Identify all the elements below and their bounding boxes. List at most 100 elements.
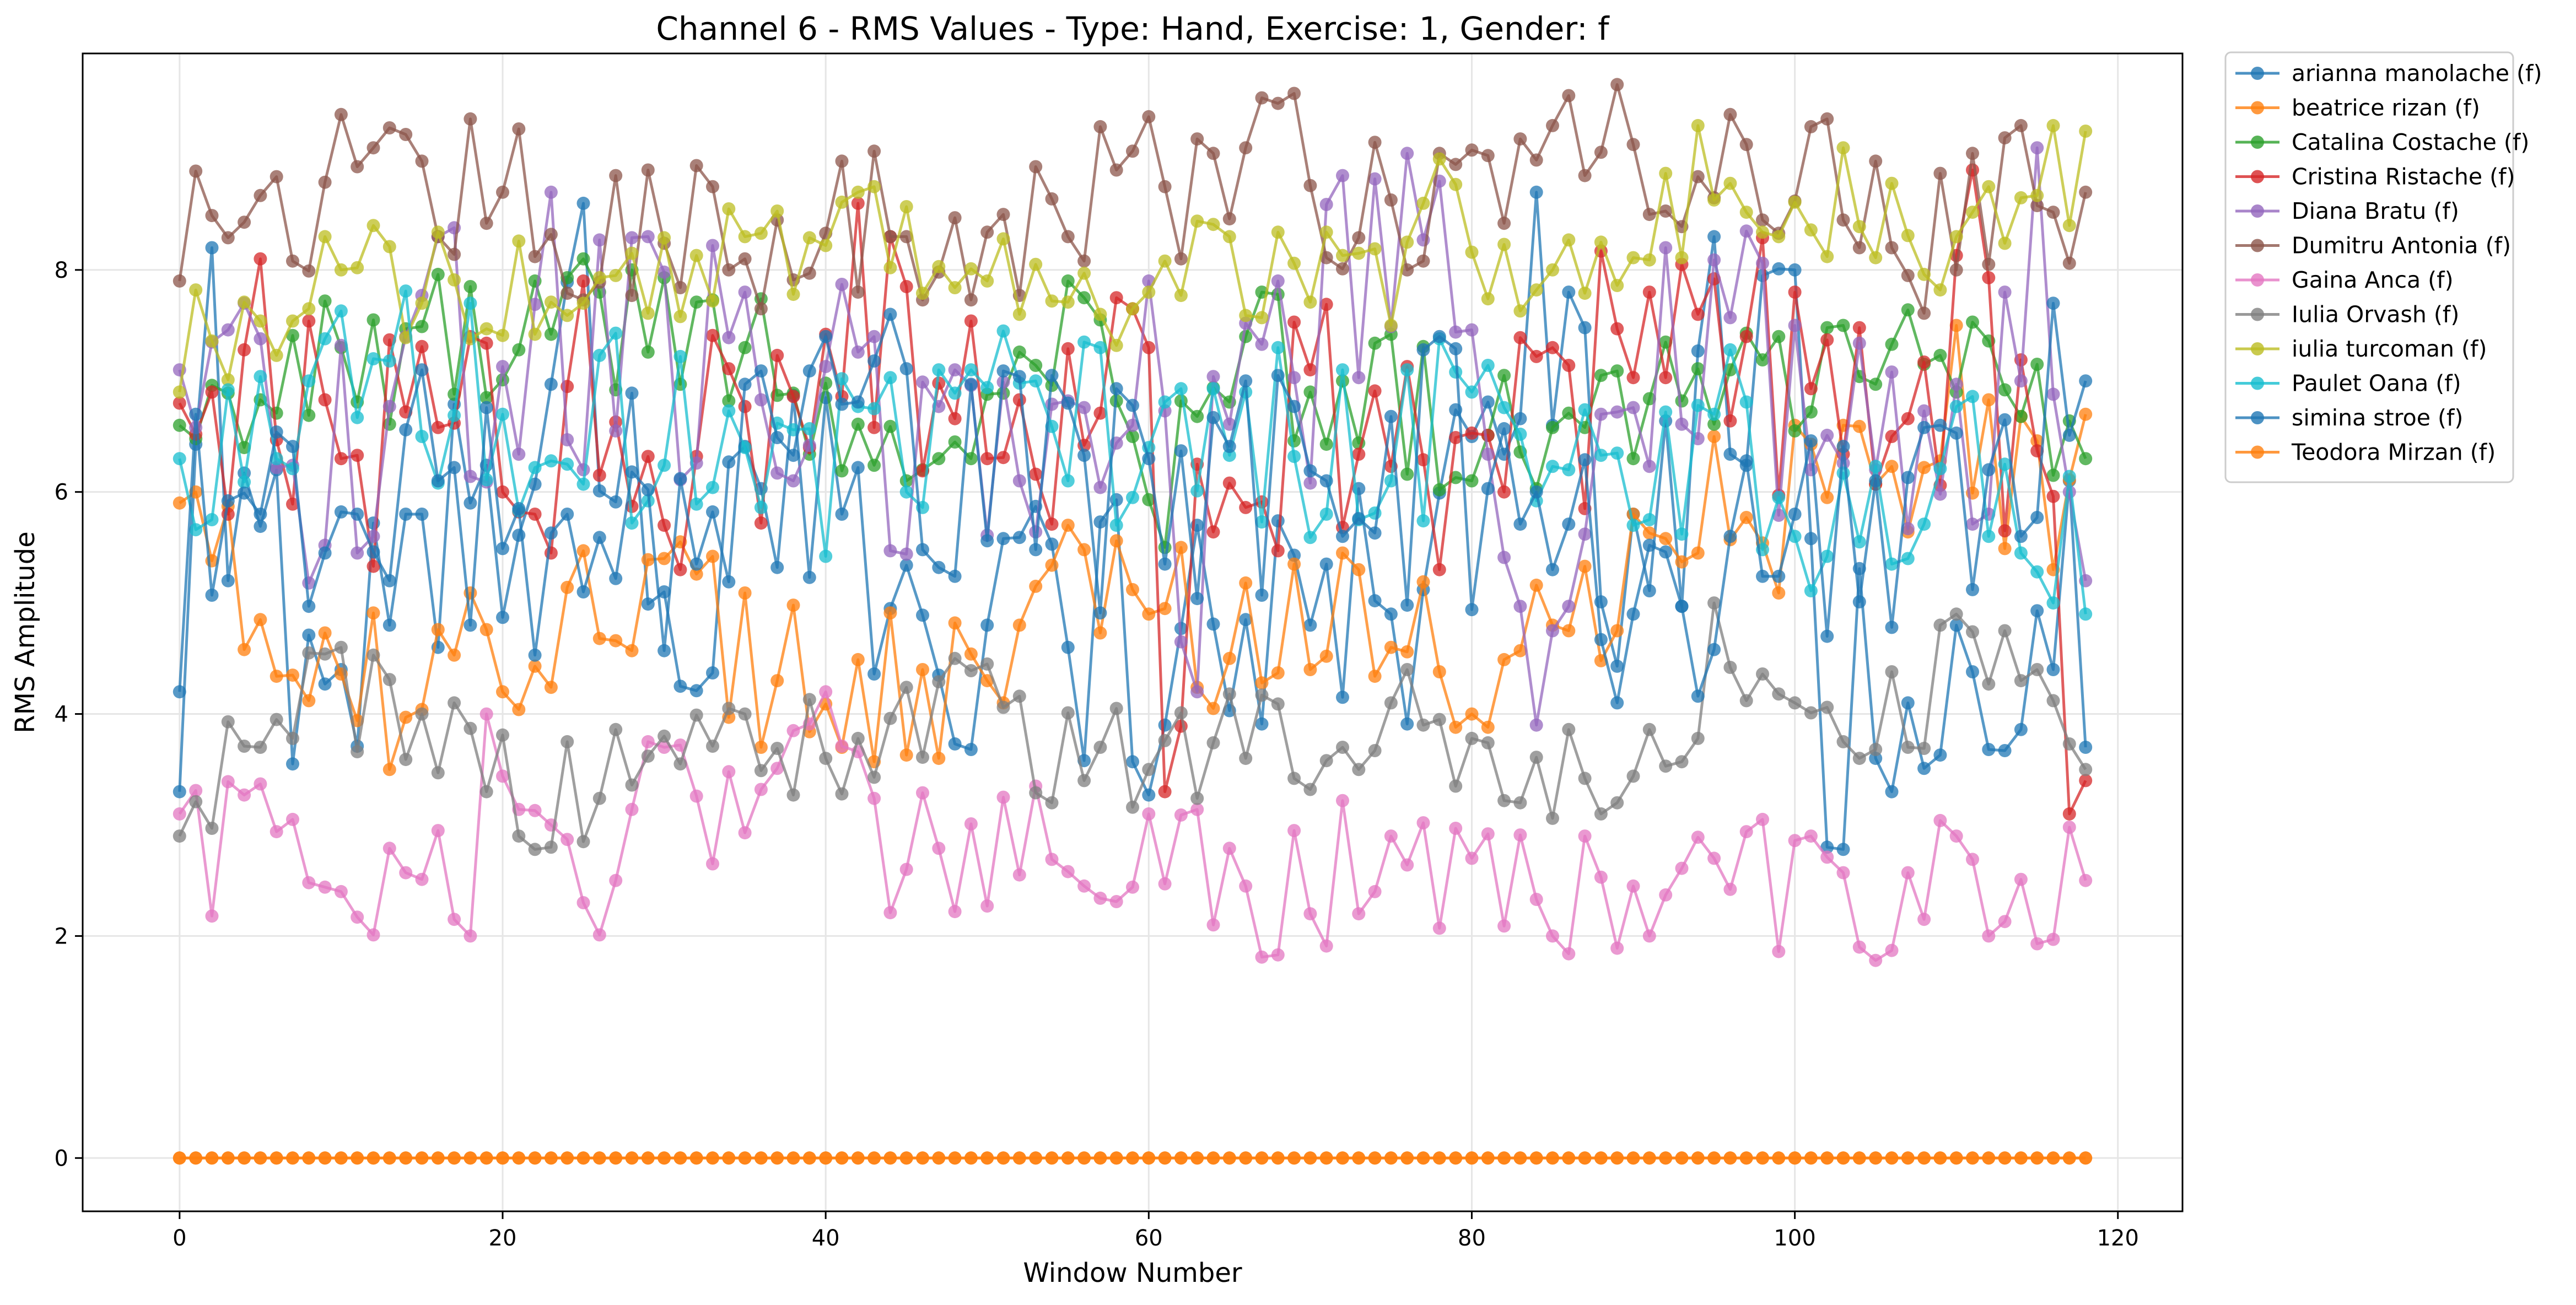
legend-label: Dumitru Antonia (f)	[2292, 233, 2511, 259]
data-point	[1772, 230, 1786, 244]
data-point	[1465, 707, 1479, 721]
data-point	[1061, 474, 1075, 488]
data-point	[1836, 319, 1850, 332]
data-point	[576, 544, 590, 558]
data-point	[1594, 407, 1608, 421]
x-tick-label: 0	[173, 1226, 186, 1251]
data-point	[334, 304, 348, 318]
data-point	[1142, 788, 1156, 802]
data-point	[916, 786, 929, 800]
legend-label: Gaina Anca (f)	[2292, 267, 2454, 293]
data-point	[1546, 420, 1559, 434]
data-point	[1239, 500, 1253, 514]
data-point	[932, 260, 946, 273]
data-point	[1255, 1151, 1269, 1165]
data-point	[1206, 525, 1220, 539]
data-point	[464, 496, 477, 510]
data-point	[948, 386, 962, 400]
data-point	[1352, 371, 1366, 385]
data-point	[1481, 720, 1495, 734]
data-point	[722, 702, 736, 715]
data-point	[1271, 96, 1285, 110]
data-point	[899, 748, 913, 762]
data-point	[932, 842, 946, 855]
data-point	[238, 295, 251, 309]
data-point	[2046, 468, 2060, 482]
data-point	[479, 473, 493, 487]
data-point	[835, 397, 849, 411]
data-point	[1966, 163, 1979, 177]
data-point	[770, 560, 784, 574]
data-point	[382, 354, 396, 368]
data-point	[980, 534, 994, 548]
data-point	[980, 899, 994, 913]
data-point	[1804, 1151, 1818, 1165]
data-point	[1319, 474, 1333, 488]
data-point	[770, 466, 784, 480]
data-point	[318, 677, 332, 691]
data-point	[625, 289, 639, 303]
data-point	[658, 231, 671, 245]
data-point	[1465, 323, 1479, 337]
data-point	[1756, 1151, 1769, 1165]
data-point	[851, 345, 865, 359]
data-point	[1206, 1151, 1220, 1165]
data-point	[1255, 495, 1269, 509]
data-point	[1513, 796, 1527, 810]
data-point	[1707, 407, 1721, 421]
data-point	[1206, 702, 1220, 715]
data-point	[738, 230, 752, 244]
data-point	[2079, 125, 2093, 138]
data-point	[1933, 418, 1947, 432]
data-point	[1626, 251, 1640, 265]
data-point	[302, 374, 316, 388]
data-point	[1012, 1151, 1026, 1165]
data-point	[1109, 493, 1123, 506]
data-point	[754, 302, 768, 316]
data-point	[1933, 813, 1947, 827]
data-point	[286, 254, 299, 268]
legend-swatch-marker	[2251, 239, 2264, 252]
data-point	[205, 334, 219, 348]
data-point	[706, 239, 719, 252]
data-point	[689, 789, 703, 803]
data-point	[189, 523, 203, 537]
data-point	[932, 752, 946, 765]
data-point	[2079, 607, 2093, 621]
data-point	[1917, 762, 1931, 775]
data-point	[1513, 600, 1527, 613]
data-point	[205, 209, 219, 223]
data-point	[1610, 696, 1624, 710]
data-point	[1804, 829, 1818, 843]
data-point	[415, 430, 429, 443]
data-point	[1368, 384, 1382, 398]
data-point	[1513, 304, 1527, 318]
data-point	[544, 681, 558, 694]
data-point	[544, 526, 558, 540]
data-point	[1836, 735, 1850, 748]
y-tick-label: 6	[55, 480, 68, 505]
data-point	[916, 287, 929, 300]
data-point	[1206, 370, 1220, 384]
data-point	[786, 598, 800, 612]
data-point	[1158, 602, 1172, 616]
data-point	[802, 266, 816, 280]
data-point	[1352, 512, 1366, 525]
data-point	[1045, 397, 1059, 411]
data-point	[673, 472, 687, 486]
data-point	[1432, 921, 1446, 935]
data-point	[1529, 751, 1543, 764]
data-point	[1352, 563, 1366, 576]
data-point	[689, 497, 703, 511]
data-point	[1723, 661, 1737, 674]
data-point	[2030, 358, 2044, 371]
data-point	[1012, 618, 1026, 632]
data-point	[1998, 1151, 2012, 1165]
data-point	[1562, 1151, 1576, 1165]
data-point	[1497, 238, 1511, 251]
data-point	[1723, 107, 1737, 121]
data-point	[448, 913, 461, 926]
data-point	[544, 840, 558, 854]
data-point	[302, 600, 316, 613]
data-point	[1158, 734, 1172, 747]
